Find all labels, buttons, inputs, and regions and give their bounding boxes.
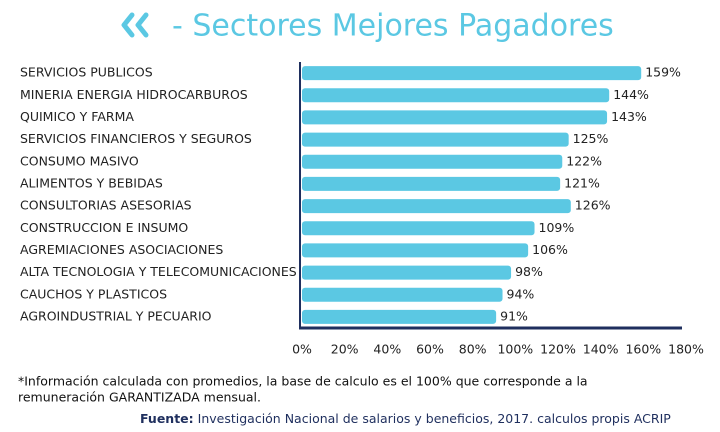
value-label: 126% bbox=[575, 198, 611, 213]
source: Fuente: Investigación Nacional de salari… bbox=[140, 411, 671, 426]
value-label: 143% bbox=[611, 109, 647, 124]
x-tick-label: 0% bbox=[292, 342, 312, 357]
value-label: 125% bbox=[573, 131, 609, 146]
x-tick-label: 20% bbox=[331, 342, 359, 357]
x-tick-label: 120% bbox=[540, 342, 576, 357]
value-label: 94% bbox=[507, 286, 535, 301]
y-tick-label: MINERIA ENERGIA HIDROCARBUROS bbox=[20, 87, 248, 102]
bar bbox=[302, 132, 569, 147]
value-label: 159% bbox=[645, 65, 681, 80]
x-tick-label: 140% bbox=[583, 342, 619, 357]
x-tick-label: 80% bbox=[459, 342, 487, 357]
value-label: 121% bbox=[564, 175, 600, 190]
y-tick-label: CAUCHOS Y PLASTICOS bbox=[20, 286, 167, 301]
y-tick-label: AGREMIACIONES ASOCIACIONES bbox=[20, 242, 223, 257]
x-tick-label: 40% bbox=[373, 342, 401, 357]
value-label: 122% bbox=[566, 153, 602, 168]
x-tick-label: 160% bbox=[625, 342, 661, 357]
bar bbox=[302, 176, 561, 191]
y-tick-label: ALIMENTOS Y BEBIDAS bbox=[20, 175, 163, 190]
y-tick-label: CONSTRUCCION E INSUMO bbox=[20, 220, 188, 235]
bar bbox=[302, 66, 642, 81]
bar bbox=[302, 309, 497, 324]
y-tick-label: CONSUMO MASIVO bbox=[20, 153, 139, 168]
bar bbox=[302, 110, 608, 125]
bar bbox=[302, 221, 535, 236]
y-tick-label: ALTA TECNOLOGIA Y TELECOMUNICACIONES bbox=[20, 264, 297, 279]
source-text: Investigación Nacional de salarios y ben… bbox=[198, 411, 672, 426]
footnote: *Información calculada con promedios, la… bbox=[18, 374, 588, 389]
x-tick-label: 180% bbox=[668, 342, 704, 357]
bar bbox=[302, 88, 610, 103]
value-label: 144% bbox=[613, 87, 649, 102]
bar bbox=[302, 287, 503, 302]
chart-title: - Sectores Mejores Pagadores bbox=[172, 9, 614, 44]
x-tick-label: 100% bbox=[497, 342, 533, 357]
y-tick-label: SERVICIOS FINANCIEROS Y SEGUROS bbox=[20, 131, 252, 146]
bar bbox=[302, 154, 563, 169]
footnote: remuneración GARANTIZADA mensual. bbox=[18, 390, 261, 405]
x-tick-label: 60% bbox=[416, 342, 444, 357]
source-label: Fuente: bbox=[140, 411, 194, 426]
value-label: 106% bbox=[532, 242, 568, 257]
y-tick-label: AGROINDUSTRIAL Y PECUARIO bbox=[20, 308, 212, 323]
y-tick-label: CONSULTORIAS ASESORIAS bbox=[20, 198, 192, 213]
value-label: 91% bbox=[500, 308, 528, 323]
bar bbox=[302, 265, 512, 280]
value-label: 98% bbox=[515, 264, 543, 279]
bar bbox=[302, 199, 571, 214]
title-icon bbox=[121, 12, 149, 38]
value-label: 109% bbox=[539, 220, 575, 235]
bar bbox=[302, 243, 529, 258]
y-tick-label: SERVICIOS PUBLICOS bbox=[20, 65, 153, 80]
y-tick-label: QUIMICO Y FARMA bbox=[20, 109, 134, 124]
